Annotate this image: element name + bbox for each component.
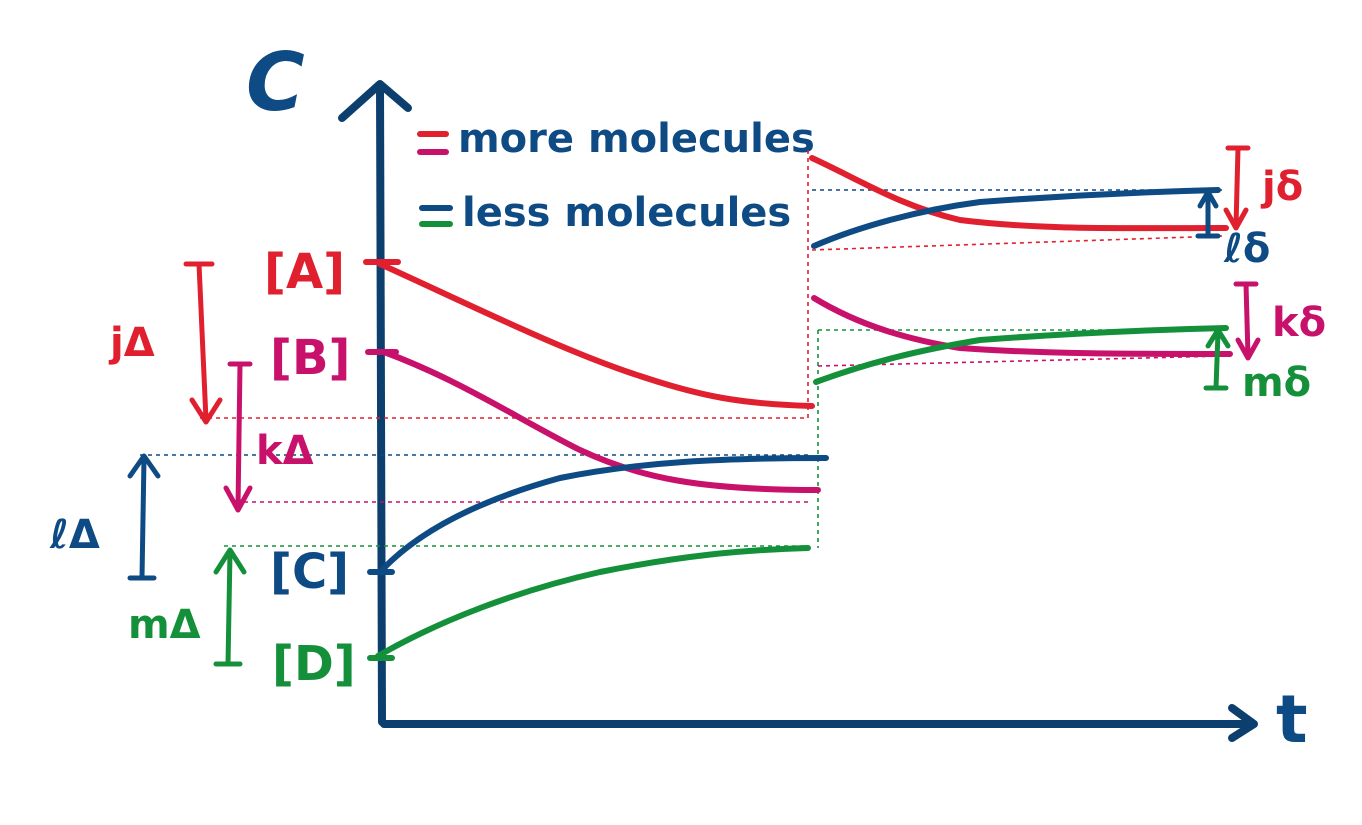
l-delta-label: ℓΔ [49,512,100,558]
m-small-label: mδ [1242,360,1311,406]
species-d-label: [D] [272,636,356,692]
delta-brackets: jΔ kΔ ℓΔ mΔ [49,261,314,667]
small-delta-brackets: jδ ℓδ kδ mδ [1195,145,1326,406]
curve-c [379,455,829,573]
j-delta-arrow [189,261,223,425]
first-phase-curves [375,261,829,659]
species-b-label: [B] [270,330,350,386]
l-delta-arrow [127,453,161,581]
curve-a-after [809,155,1229,232]
guide-b-new [817,355,1225,367]
m-delta-label: mΔ [128,602,201,648]
y-axis-label: C [246,36,305,129]
axes: C t [246,36,1308,758]
m-small-arrow [1205,327,1231,391]
l-small-label: ℓδ [1223,226,1270,272]
x-axis-arrowhead [1228,704,1258,742]
m-delta-arrow [213,547,247,667]
j-delta-label: jΔ [108,320,155,366]
curve-b-after [811,295,1233,357]
species-c-label: [C] [270,544,349,600]
j-small-arrow [1223,145,1249,231]
k-delta-label: kΔ [256,428,314,474]
curve-c-after [811,187,1221,249]
y-axis [376,82,386,726]
k-small-label: kδ [1272,300,1326,346]
legend-more-label: more molecules [458,116,815,162]
y-axis-arrowhead [338,80,412,122]
curve-d-after [813,325,1229,385]
k-small-arrow [1235,281,1261,361]
species-a-label: [A] [264,244,345,300]
curve-a [377,261,815,409]
curve-d [375,545,811,659]
k-delta-arrow [223,361,253,513]
curve-b [381,349,821,493]
legend: more molecules less molecules [417,116,815,236]
species-labels: [A] [B] [C] [D] [264,244,401,692]
j-small-label: jδ [1260,164,1303,210]
first-equilibrium-guides [140,150,819,548]
l-small-arrow [1197,189,1219,239]
guide-a-new [811,235,1223,251]
legend-less-label: less molecules [462,190,791,236]
second-phase-curves [809,155,1233,385]
x-axis-label: t [1276,681,1308,758]
